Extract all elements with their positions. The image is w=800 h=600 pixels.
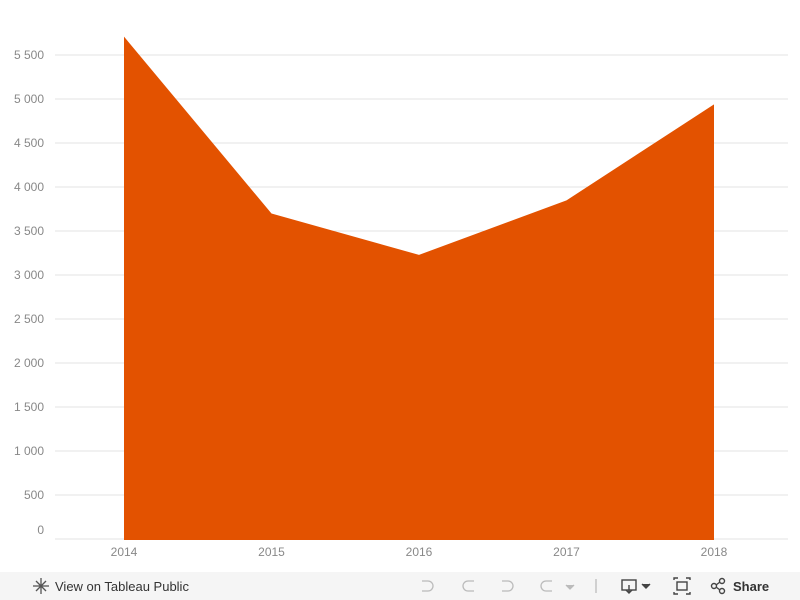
y-tick-label: 3 500 xyxy=(14,224,44,238)
history-icons xyxy=(422,580,575,592)
y-tick-label: 4 500 xyxy=(14,136,44,150)
y-tick-label: 1 000 xyxy=(14,444,44,458)
y-tick-label: 5 000 xyxy=(14,92,44,106)
chart: 0 500 1 000 1 500 2 000 2 500 3 000 3 500 4 000 4… xyxy=(14,36,788,559)
y-tick-label: 4 000 xyxy=(14,180,44,194)
y-tick-label: 2 000 xyxy=(14,356,44,370)
action-icons xyxy=(621,577,726,595)
y-tick-label: 5 500 xyxy=(14,48,44,62)
x-tick-label: 2014 xyxy=(111,545,138,559)
share-button[interactable]: Share xyxy=(733,579,770,594)
y-tick-label: 500 xyxy=(24,488,44,502)
toolbar: View on Tableau Public Share xyxy=(0,572,800,600)
tableau-icon xyxy=(33,578,49,594)
view-link[interactable]: View on Tableau Public xyxy=(55,579,189,594)
y-tick-label: 1 500 xyxy=(14,400,44,414)
y-tick-label: 2 500 xyxy=(14,312,44,326)
x-tick-label: 2015 xyxy=(258,545,285,559)
area xyxy=(124,36,714,540)
x-tick-label: 2018 xyxy=(701,545,728,559)
y-tick-label: 3 000 xyxy=(14,268,44,282)
x-tick-label: 2017 xyxy=(553,545,580,559)
x-tick-label: 2016 xyxy=(406,545,433,559)
toolbar-icons xyxy=(33,577,726,595)
y-tick-label: 0 xyxy=(37,523,44,537)
